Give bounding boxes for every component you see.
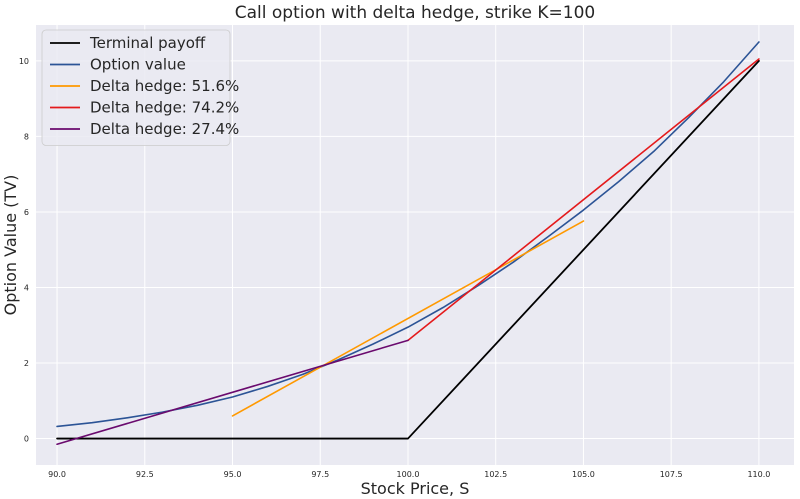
x-tick-label: 110.0	[747, 470, 770, 479]
legend-label: Terminal payoff	[89, 34, 206, 52]
series-line-3	[231, 220, 585, 417]
x-tick-label: 105.0	[572, 470, 595, 479]
y-tick-label: 10	[19, 57, 29, 66]
series-line-5	[56, 339, 409, 446]
legend-box	[41, 29, 231, 146]
y-axis-ticks: 0 2 4 6 8 10	[19, 57, 29, 444]
x-tick-label: 100.0	[397, 470, 420, 479]
legend-label: Delta hedge: 74.2%	[90, 99, 239, 117]
x-tick-label: 95.0	[224, 470, 242, 479]
x-tick-label: 107.5	[660, 470, 683, 479]
series-group	[56, 41, 760, 446]
y-tick-label: 6	[24, 208, 29, 217]
x-axis-label: Stock Price, S	[361, 479, 470, 498]
legend-label: Delta hedge: 27.4%	[90, 120, 239, 138]
series-line-4	[407, 58, 760, 342]
legend: Terminal payoff Option value Delta hedge: …	[41, 29, 239, 146]
x-tick-label: 92.5	[136, 470, 154, 479]
grid	[36, 25, 794, 465]
legend-label: Delta hedge: 51.6%	[90, 77, 239, 95]
x-tick-label: 90.0	[48, 470, 66, 479]
y-axis-label: Option Value (TV)	[1, 175, 20, 316]
y-tick-label: 8	[24, 132, 29, 141]
chart-title: Call option with delta hedge, strike K=1…	[235, 3, 596, 23]
x-tick-label: 97.5	[311, 470, 329, 479]
x-tick-label: 102.5	[484, 470, 507, 479]
series-line-1	[56, 59, 760, 440]
y-tick-label: 2	[24, 359, 29, 368]
x-axis-ticks: 90.0 92.5 95.0 97.5 100.0 102.5 105.0 107.5 110.…	[48, 470, 770, 479]
y-tick-label: 4	[24, 283, 29, 292]
legend-label: Option value	[90, 56, 186, 74]
y-tick-label: 0	[24, 435, 29, 444]
